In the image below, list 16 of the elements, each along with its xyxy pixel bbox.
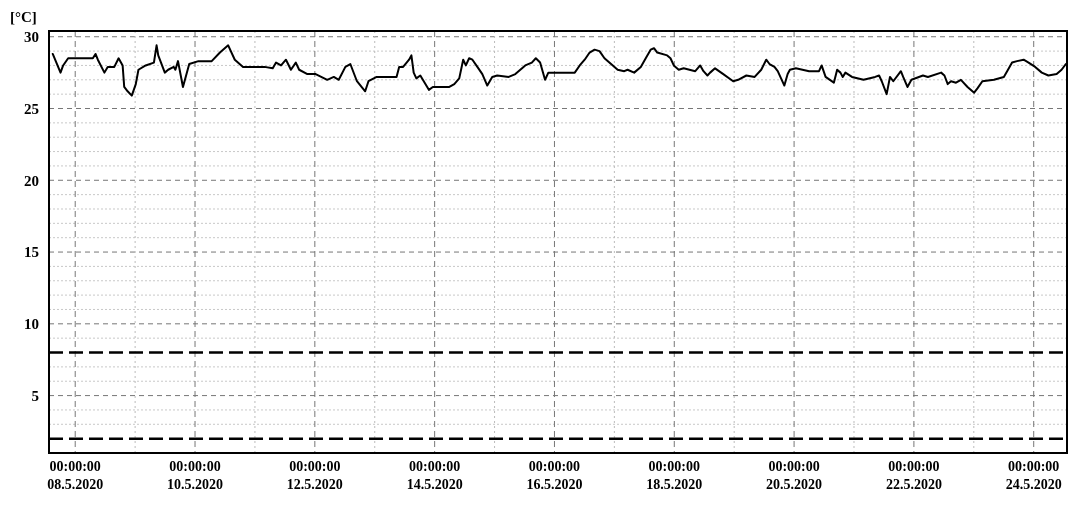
y-tick-label: 10 — [24, 316, 39, 333]
x-tick-label: 00:00:00 10.5.2020 — [167, 459, 224, 492]
y-axis-title: [°C] — [10, 9, 37, 25]
y-tick-label: 30 — [24, 28, 39, 45]
x-tick-label: 00:00:00 08.5.2020 — [47, 459, 104, 492]
x-tick-label: 00:00:00 18.5.2020 — [646, 459, 703, 492]
y-tick-label: 20 — [24, 172, 39, 189]
x-tick-label: 00:00:00 24.5.2020 — [1005, 459, 1062, 492]
x-tick-label: 00:00:00 22.5.2020 — [885, 459, 942, 492]
y-tick-label: 5 — [31, 387, 39, 404]
x-tick-label: 00:00:00 12.5.2020 — [286, 459, 343, 492]
x-tick-label: 00:00:00 16.5.2020 — [526, 459, 583, 492]
x-tick-label: 00:00:00 14.5.2020 — [406, 459, 463, 492]
y-tick-label: 15 — [24, 244, 39, 261]
x-tick-label: 00:00:00 20.5.2020 — [766, 459, 823, 492]
y-tick-label: 25 — [24, 100, 39, 117]
